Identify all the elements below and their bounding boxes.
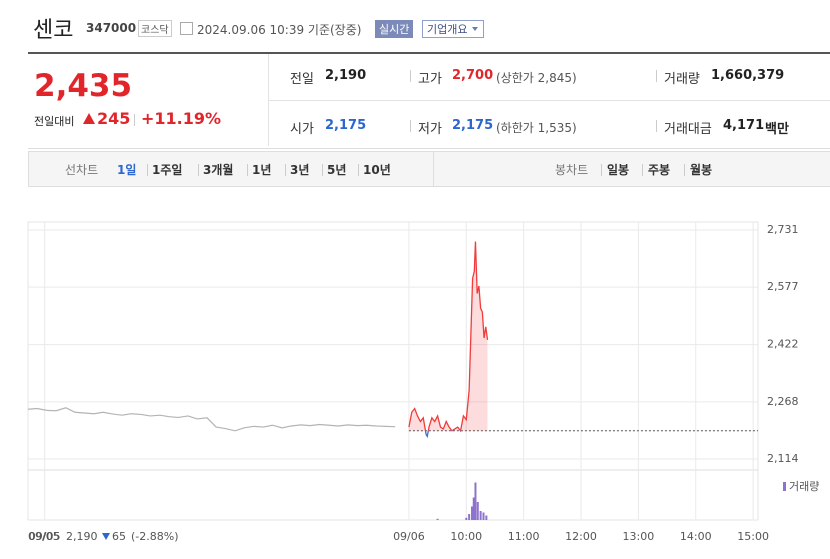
summary-close: 2,190 — [66, 530, 98, 543]
tab-label: 봉차트 — [555, 163, 589, 177]
quote-box — [28, 52, 830, 149]
x-tick-label: 15:00 — [737, 530, 769, 543]
price-line — [27, 407, 396, 432]
change-label: 전일대비 — [34, 115, 75, 128]
tab-bar — [28, 151, 830, 187]
volume-label: 거래량 — [664, 72, 700, 87]
volume-bar — [474, 482, 477, 520]
separator — [601, 164, 602, 176]
area-fill — [408, 241, 488, 431]
price: 2,435 — [34, 68, 133, 104]
separator — [147, 164, 148, 176]
amount-label: 거래대금 — [664, 122, 712, 137]
down-arrow — [102, 533, 110, 540]
datetime: 2024.09.06 10:39 기준(장중) — [197, 23, 362, 37]
volume-bar — [468, 514, 471, 520]
change-rate: +11.19% — [141, 109, 222, 128]
separator — [358, 164, 359, 176]
volume-value: 1,660,379 — [711, 68, 785, 83]
stock-code: 347000 — [86, 21, 137, 35]
separator — [285, 164, 286, 176]
period-tab[interactable]: 10년 — [363, 163, 391, 177]
x-tick-label: 09/05 — [29, 530, 61, 543]
lower-limit: (하한가 1,535) — [496, 121, 577, 135]
divider — [433, 152, 434, 186]
volume-bar — [482, 512, 485, 520]
x-tick-label: 10:00 — [450, 530, 482, 543]
low-label: 저가 — [418, 122, 442, 137]
volume-bar — [485, 515, 488, 520]
high-value: 2,700 — [452, 68, 494, 83]
high-label: 고가 — [418, 72, 442, 87]
volume-bar — [476, 502, 479, 520]
summary-rate: (-2.88%) — [131, 530, 179, 543]
plot-frame — [27, 221, 759, 521]
separator — [134, 114, 135, 126]
separator — [656, 70, 657, 82]
upper-limit: (상한가 2,845) — [496, 71, 577, 85]
dropdown-arrow — [472, 27, 478, 31]
x-tick-label: 11:00 — [508, 530, 540, 543]
separator — [684, 164, 685, 176]
y-tick-label: 2,577 — [767, 280, 799, 293]
prev-close-label: 전일 — [290, 72, 314, 87]
summary-date: 09/05 — [28, 530, 60, 543]
open-value: 2,175 — [325, 118, 367, 133]
x-tick-label: 13:00 — [623, 530, 655, 543]
separator — [656, 120, 657, 132]
market-badge: 코스닥 — [138, 20, 172, 37]
low-value: 2,175 — [452, 118, 494, 133]
y-tick-label: 2,114 — [767, 452, 799, 465]
separator — [322, 164, 323, 176]
divider — [268, 100, 830, 101]
stock-name: 센코 — [33, 18, 74, 43]
separator — [410, 70, 411, 82]
y-tick-label: 2,268 — [767, 395, 799, 408]
realtime-button[interactable]: 실시간 — [375, 20, 414, 38]
candle-tab[interactable]: 주봉 — [648, 163, 671, 177]
volume-bar — [472, 497, 475, 520]
x-tick-label: 09/06 — [393, 530, 425, 543]
volume-bar — [436, 518, 439, 520]
separator — [642, 164, 643, 176]
separator — [247, 164, 248, 176]
period-tab[interactable]: 5년 — [327, 163, 347, 177]
y-tick-label: 2,731 — [767, 223, 799, 236]
x-tick-label: 14:00 — [680, 530, 712, 543]
up-arrow — [83, 113, 95, 124]
period-tab[interactable]: 1년 — [252, 163, 272, 177]
period-tab[interactable]: 3개월 — [203, 163, 234, 177]
period-tab[interactable]: 3년 — [290, 163, 310, 177]
volume-bar — [465, 517, 468, 520]
legend-swatch — [783, 482, 786, 491]
candle-tab[interactable]: 일봉 — [607, 163, 630, 177]
volume-bar — [479, 511, 482, 520]
amount-value: 4,171 — [723, 118, 765, 133]
time-icon — [180, 22, 193, 35]
period-tab[interactable]: 1일 — [117, 163, 137, 177]
separator — [410, 120, 411, 132]
separator — [198, 164, 199, 176]
prev-close-value: 2,190 — [325, 68, 367, 83]
candle-tab[interactable]: 월봉 — [690, 163, 713, 177]
period-tab[interactable]: 1주일 — [152, 163, 183, 177]
company-button[interactable]: 기업개요 — [422, 20, 485, 38]
change: 245 — [97, 109, 131, 128]
x-tick-label: 12:00 — [565, 530, 597, 543]
volume-legend: 거래량 — [789, 480, 819, 493]
y-tick-label: 2,422 — [767, 338, 799, 351]
tab-label: 선차트 — [65, 163, 99, 177]
volume-bar — [471, 506, 474, 520]
amount-unit: 백만 — [765, 122, 789, 137]
price-line — [408, 241, 489, 431]
summary-change: 65 — [112, 530, 126, 543]
open-label: 시가 — [290, 122, 314, 137]
